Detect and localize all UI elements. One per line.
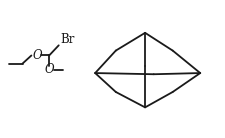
Text: O: O — [44, 63, 54, 76]
Text: O: O — [32, 49, 42, 62]
Text: Br: Br — [60, 33, 75, 46]
